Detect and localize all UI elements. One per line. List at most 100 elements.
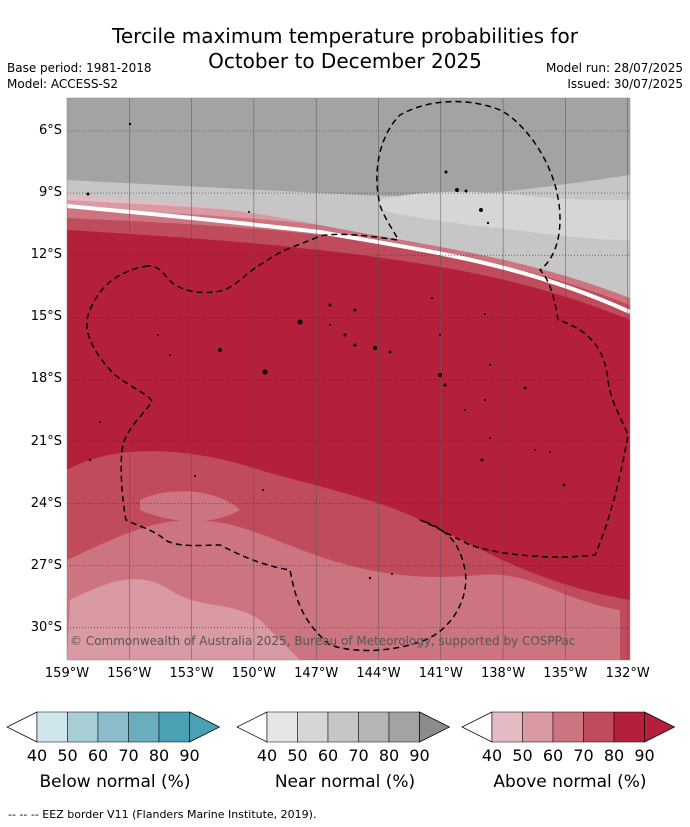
legend-swatch — [358, 711, 390, 743]
island — [438, 373, 442, 377]
field-near-80 — [67, 98, 630, 197]
legend-swatch — [128, 711, 160, 743]
map-fields — [67, 98, 630, 660]
gridlines — [129, 98, 628, 660]
lon-label: 147°W — [294, 666, 339, 681]
legend-swatch — [327, 711, 359, 743]
island — [479, 208, 483, 212]
lat-label: 27°S — [30, 557, 62, 573]
probability-map — [66, 97, 631, 661]
copyright-text: © Commonwealth of Australia 2025, Bureau… — [70, 634, 576, 648]
legend-swatch — [388, 711, 420, 743]
legend-tick-label: 50 — [57, 746, 78, 765]
legend-swatch — [266, 711, 298, 743]
lat-label: 21°S — [30, 433, 62, 449]
island — [443, 383, 447, 387]
island — [328, 303, 332, 307]
lat-label: 6°S — [38, 123, 62, 138]
island — [218, 348, 222, 352]
legend-above-normal — [461, 711, 676, 743]
title-line-1: Tercile maximum temperature probabilitie… — [112, 24, 578, 48]
island — [523, 386, 527, 390]
lon-label: 159°W — [44, 666, 90, 681]
lon-label: 138°W — [481, 666, 526, 681]
island — [484, 313, 486, 315]
island — [169, 354, 171, 356]
islands — [86, 122, 566, 580]
legend-swatch — [297, 711, 329, 743]
island — [486, 221, 490, 225]
island — [262, 369, 268, 375]
legend-swatch — [36, 711, 68, 743]
legend-arrow-low — [461, 711, 493, 743]
legend-tick-label: 70 — [348, 746, 369, 765]
island — [391, 573, 393, 575]
island — [388, 350, 392, 354]
legend-tick-label: 80 — [378, 746, 400, 765]
island — [297, 319, 303, 325]
legend-tick-label: 40 — [26, 746, 48, 765]
legend-tick-label: 90 — [179, 746, 200, 765]
lat-label: 30°S — [30, 619, 62, 635]
legend-swatch — [97, 711, 129, 743]
island — [343, 333, 347, 337]
legend-tick-label: 90 — [409, 746, 430, 765]
meta-left: Base period: 1981-2018 Model: ACCESS-S2 — [7, 60, 152, 92]
island — [455, 188, 459, 192]
lon-label: 153°W — [169, 666, 214, 681]
legend-arrow-high — [189, 711, 221, 743]
island — [489, 364, 491, 366]
field-near-50 — [380, 191, 630, 240]
island — [88, 458, 92, 462]
legend-below-normal — [6, 711, 221, 743]
lon-label: 132°W — [605, 666, 650, 681]
map-frame — [66, 97, 631, 661]
island — [128, 122, 132, 126]
island — [431, 297, 433, 299]
map-title: Tercile maximum temperature probabilitie… — [0, 24, 690, 74]
legend-swatch — [613, 711, 645, 743]
island — [480, 458, 484, 462]
legend-tick-label: 60 — [317, 746, 339, 765]
model-name: Model: ACCESS-S2 — [7, 77, 119, 91]
island — [444, 170, 448, 174]
lat-gridlines — [67, 130, 630, 629]
meta-right: Model run: 28/07/2025 Issued: 30/07/2025 — [546, 60, 683, 92]
legend-tick-label: 50 — [512, 746, 533, 765]
lon-label: 144°W — [356, 666, 401, 681]
island — [489, 437, 491, 439]
island — [194, 475, 196, 477]
legend-swatch — [552, 711, 584, 743]
island — [262, 489, 264, 491]
island — [157, 334, 159, 336]
legend-swatch — [522, 711, 554, 743]
island — [439, 334, 441, 336]
island — [484, 399, 486, 401]
island — [353, 343, 357, 347]
island — [464, 189, 468, 193]
legend-tick-label: 50 — [287, 746, 308, 765]
field-above-50-south — [67, 579, 300, 660]
lat-label: 15°S — [30, 309, 62, 325]
legend-above-title: Above normal (%) — [493, 772, 647, 792]
legend-tick-label: 70 — [573, 746, 594, 765]
field-above-60-patch — [140, 491, 240, 522]
eez-border-french-polynesia — [86, 100, 629, 652]
base-period: Base period: 1981-2018 — [7, 61, 152, 75]
island — [248, 211, 250, 213]
legend-swatch — [67, 711, 99, 743]
island — [86, 192, 90, 196]
island — [464, 409, 466, 411]
legend-arrow-low — [6, 711, 38, 743]
lat-label: 12°S — [30, 247, 62, 263]
legend-near-normal — [236, 711, 451, 743]
legend-arrow-low — [236, 711, 268, 743]
legend-arrow-high — [644, 711, 676, 743]
island — [549, 451, 551, 453]
island — [562, 483, 566, 487]
lat-label: 9°S — [38, 185, 62, 201]
lon-label: 150°W — [231, 666, 276, 681]
legend-near-title: Near normal (%) — [274, 772, 416, 792]
lat-label: 18°S — [30, 371, 62, 387]
lon-label: 141°W — [418, 666, 463, 681]
